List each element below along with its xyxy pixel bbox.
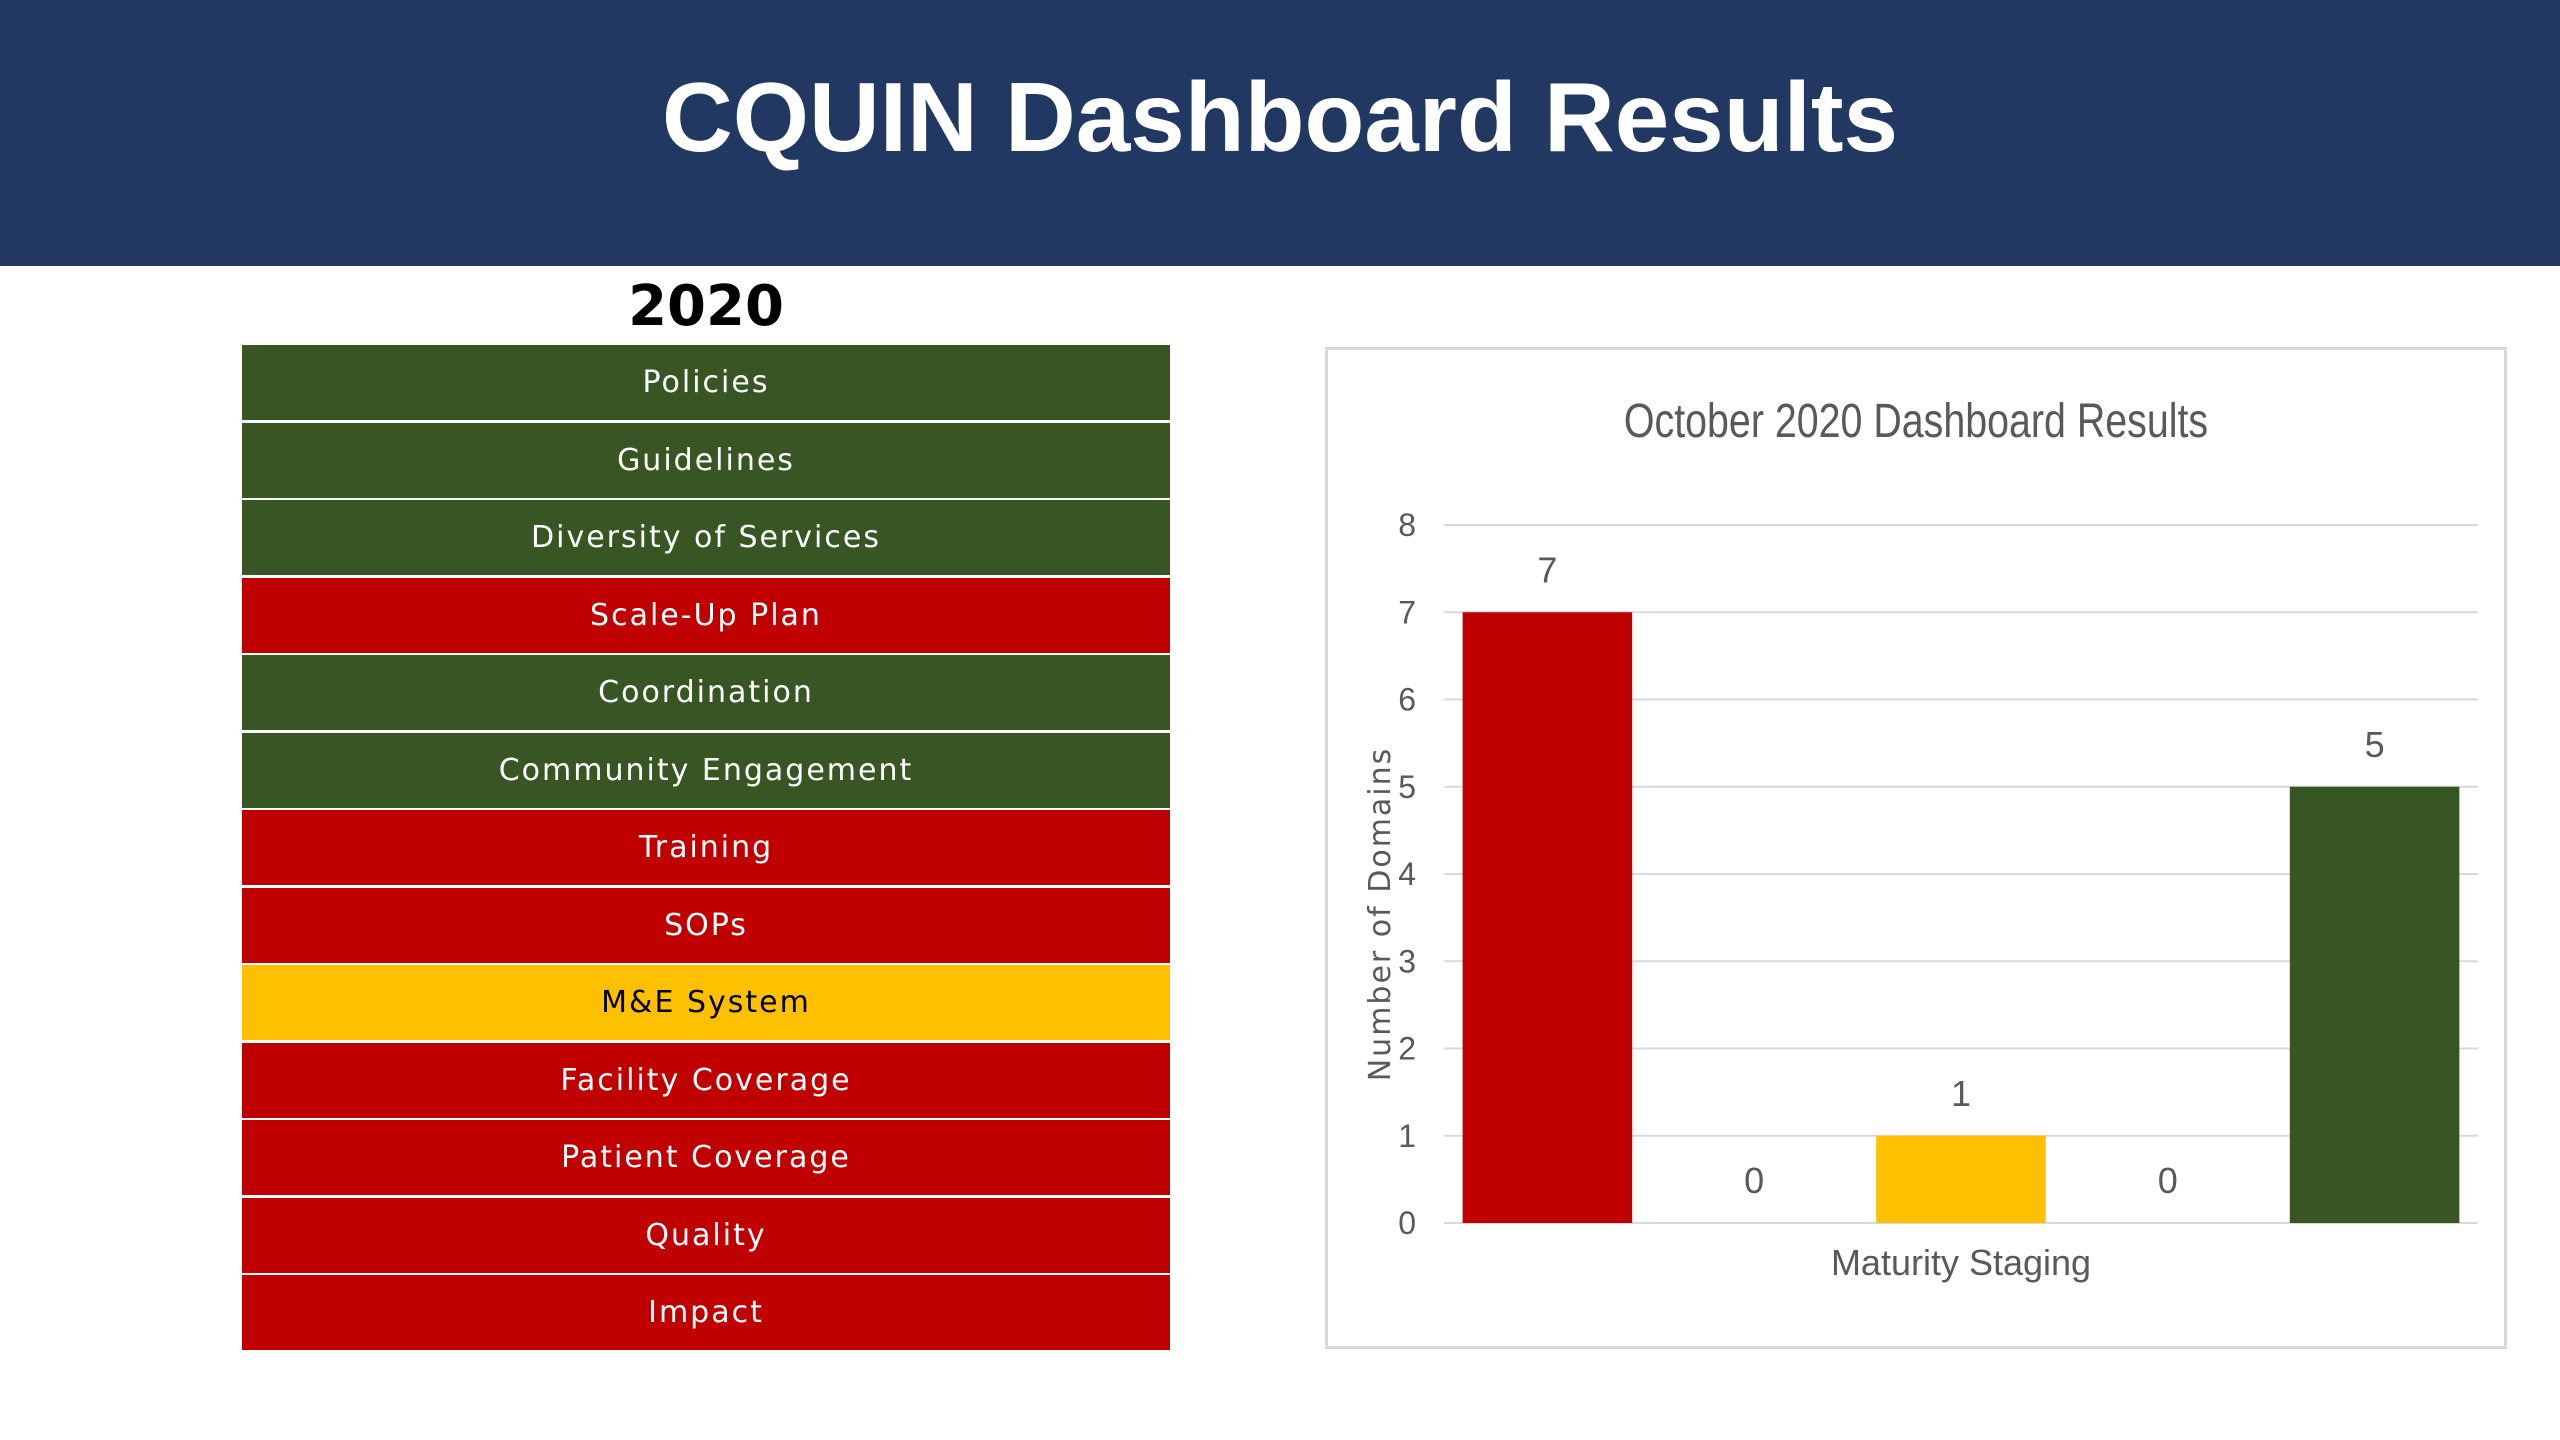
data-label: 0 xyxy=(2158,1160,2178,1201)
domain-status-list: Policies Guidelines Diversity of Services S… xyxy=(242,345,1170,1353)
domain-row: SOPs xyxy=(242,887,1170,963)
chart-title: October 2020 Dashboard Results xyxy=(1623,395,2209,448)
chart-plot: 0 1 2 3 4 5 6 7 8 7 0 1 0 5 Maturity Staging Number of … xyxy=(1363,507,2478,1283)
domain-row: Scale-Up Plan xyxy=(242,577,1170,653)
y-tick-label: 2 xyxy=(1398,1031,1416,1067)
page-title: CQUIN Dashboard Results xyxy=(661,61,1899,172)
data-label: 5 xyxy=(2365,724,2385,765)
year-label: 2020 xyxy=(628,274,784,339)
domain-row: Policies xyxy=(242,345,1170,420)
y-tick-label: 8 xyxy=(1398,507,1416,543)
title-banner: CQUIN Dashboard Results xyxy=(0,0,2560,266)
y-tick-label: 4 xyxy=(1398,856,1416,892)
domain-row: Guidelines xyxy=(242,422,1170,498)
domain-row: M&E System xyxy=(242,965,1170,1040)
domain-row: Training xyxy=(242,810,1170,885)
data-label: 1 xyxy=(1951,1073,1971,1114)
domain-row: Diversity of Services xyxy=(242,500,1170,575)
data-label: 0 xyxy=(1744,1160,1764,1201)
bar-chart: October 2020 Dashboard Results 0 1 2 3 4 5 6 7 8… xyxy=(1325,347,2507,1349)
x-axis-label: Maturity Staging xyxy=(1831,1242,2091,1283)
domain-row: Community Engagement xyxy=(242,732,1170,808)
y-tick-label: 7 xyxy=(1398,594,1416,630)
y-tick-label: 5 xyxy=(1398,769,1416,805)
y-tick-label: 6 xyxy=(1398,682,1416,718)
domain-row: Coordination xyxy=(242,655,1170,730)
bar xyxy=(1876,1135,2046,1223)
domain-row: Impact xyxy=(242,1275,1170,1350)
domain-row: Patient Coverage xyxy=(242,1120,1170,1195)
bar xyxy=(1462,612,1633,1223)
y-tick-label: 0 xyxy=(1398,1205,1416,1241)
domain-row: Facility Coverage xyxy=(242,1042,1170,1118)
bar xyxy=(2289,786,2460,1223)
data-label: 7 xyxy=(1537,549,1557,590)
domain-row: Quality xyxy=(242,1197,1170,1273)
y-axis-label: Number of Domains xyxy=(1363,747,1398,1082)
y-tick-label: 1 xyxy=(1398,1118,1416,1154)
y-tick-label: 3 xyxy=(1398,943,1416,979)
